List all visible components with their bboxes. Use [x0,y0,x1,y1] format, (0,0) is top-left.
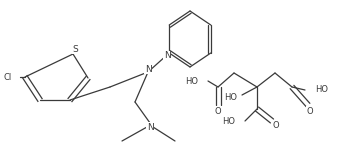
Text: HO: HO [224,92,237,101]
Text: HO: HO [185,76,198,86]
Text: N: N [145,65,151,73]
Text: HO: HO [315,86,328,95]
Text: HO: HO [222,116,235,125]
Text: Cl: Cl [4,73,12,81]
Text: O: O [307,106,313,116]
Text: O: O [273,122,279,130]
Text: O: O [215,106,221,116]
Text: N: N [147,122,153,132]
Text: N: N [164,51,170,60]
Text: S: S [72,44,78,54]
